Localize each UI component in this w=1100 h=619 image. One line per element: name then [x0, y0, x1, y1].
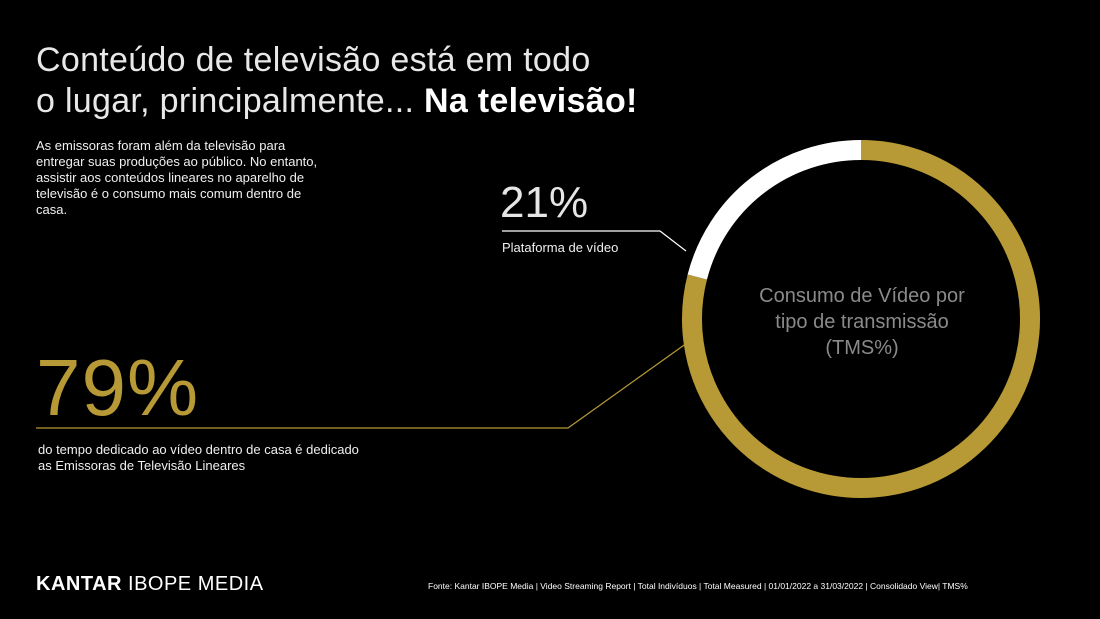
chart-title-line-1: Consumo de Vídeo por — [759, 285, 965, 307]
intro-text: As emissoras foram além da televisão par… — [36, 138, 318, 217]
chart-title-line-3: (TMS%) — [825, 337, 899, 359]
logo-light-text: IBOPE MEDIA — [128, 573, 264, 595]
source-note: Fonte: Kantar IBOPE Media | Video Stream… — [428, 581, 968, 591]
data-label-linear-tv-value: 79% — [36, 343, 200, 432]
data-label-video-platform-text: Plataforma de vídeo — [502, 240, 619, 255]
title-emphasis: Na televisão! — [423, 82, 638, 120]
donut-slice-1 — [687, 140, 862, 280]
chart-center-title: Consumo de Vídeo por tipo de transmissão… — [737, 283, 987, 361]
kantar-ibope-logo: KANTAR IBOPE MEDIA — [36, 572, 264, 596]
donut-slices — [682, 140, 1040, 498]
title-line-1: Conteúdo de televisão está em todo — [36, 41, 591, 79]
data-label-linear-tv-text: do tempo dedicado ao vídeo dentro de cas… — [38, 442, 359, 473]
chart-title-line-2: tipo de transmissão — [775, 311, 949, 333]
leader-line-video-platform — [502, 230, 687, 252]
data-label-video-platform-value: 21% — [500, 178, 589, 227]
leader-line-linear-tv — [36, 337, 695, 429]
donut-slice-0 — [682, 140, 1040, 498]
logo-bold-text: KANTAR — [36, 573, 122, 595]
slide-title: Conteúdo de televisão está em todo o lug… — [36, 40, 816, 122]
title-line-2: o lugar, principalmente... — [36, 82, 424, 120]
